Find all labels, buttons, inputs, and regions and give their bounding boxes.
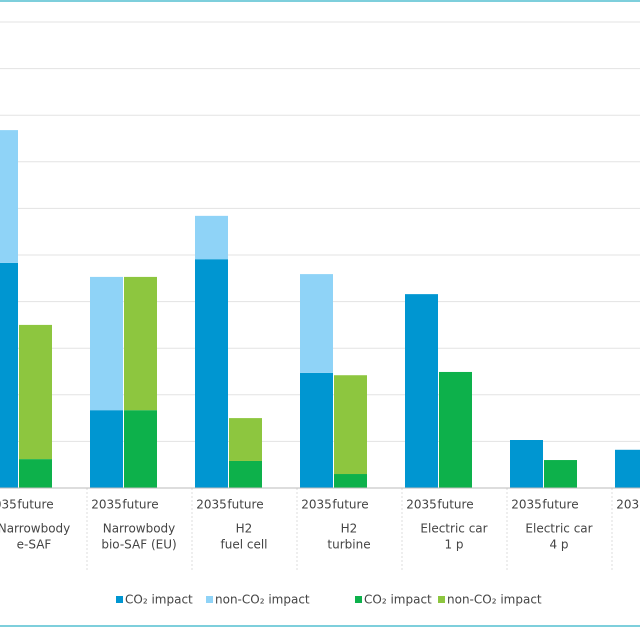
bar-segment — [229, 418, 262, 461]
bar-segment — [19, 324, 52, 460]
category-label: H2 — [341, 522, 358, 536]
stack-label: 2035 — [91, 498, 122, 512]
bar-segment — [544, 460, 577, 488]
legend-swatch — [355, 596, 362, 603]
category-label: Electric car — [525, 522, 592, 536]
category-label: H2 — [236, 522, 253, 536]
legend-swatch — [206, 596, 213, 603]
legend-label: CO₂ impact — [364, 593, 432, 607]
stack-label: 2035 — [406, 498, 437, 512]
bar-segment — [229, 460, 262, 488]
bar-segment — [90, 276, 123, 411]
category-label: 1 p — [444, 538, 463, 552]
bar-segment — [439, 371, 472, 488]
stack-label: future — [437, 498, 473, 512]
category-label: turbine — [327, 538, 370, 552]
stack-label: 2035 — [511, 498, 542, 512]
stack-label: 2035 — [196, 498, 227, 512]
stack-label: future — [17, 498, 53, 512]
bar-segment — [195, 259, 228, 488]
stack-label: future — [122, 498, 158, 512]
legend-label: non-CO₂ impact — [215, 593, 310, 607]
legend-swatch — [438, 596, 445, 603]
category-label: fuel cell — [220, 538, 267, 552]
stack-label: 2035 — [0, 498, 17, 512]
category-label: Narrowbody — [0, 522, 70, 536]
bar-segment — [124, 276, 157, 411]
legend-label: CO₂ impact — [125, 593, 193, 607]
stack-label: 2035 — [301, 498, 332, 512]
stack-label: future — [332, 498, 368, 512]
bar-segment — [334, 375, 367, 475]
stack-label: future — [227, 498, 263, 512]
bar-segment — [510, 440, 543, 488]
stack-label: 2035 — [616, 498, 640, 512]
bar-segment — [90, 410, 123, 488]
bar-segment — [300, 274, 333, 373]
stack-label: future — [542, 498, 578, 512]
bar-segment — [195, 215, 228, 260]
bar-segment — [124, 410, 157, 488]
bar-segment — [405, 294, 438, 488]
bar-segment — [19, 459, 52, 488]
bar-segment — [615, 449, 640, 488]
category-label: 4 p — [549, 538, 568, 552]
bar-segment — [0, 262, 18, 488]
category-label: Electric car — [420, 522, 487, 536]
category-label: bio-SAF (EU) — [101, 538, 176, 552]
bar-segment — [334, 474, 367, 488]
category-label: e-SAF — [17, 538, 52, 552]
bar-segment — [300, 372, 333, 488]
legend-label: non-CO₂ impact — [447, 593, 542, 607]
category-label: Narrowbody — [103, 522, 176, 536]
bar-segment — [0, 130, 18, 263]
legend-swatch — [116, 596, 123, 603]
